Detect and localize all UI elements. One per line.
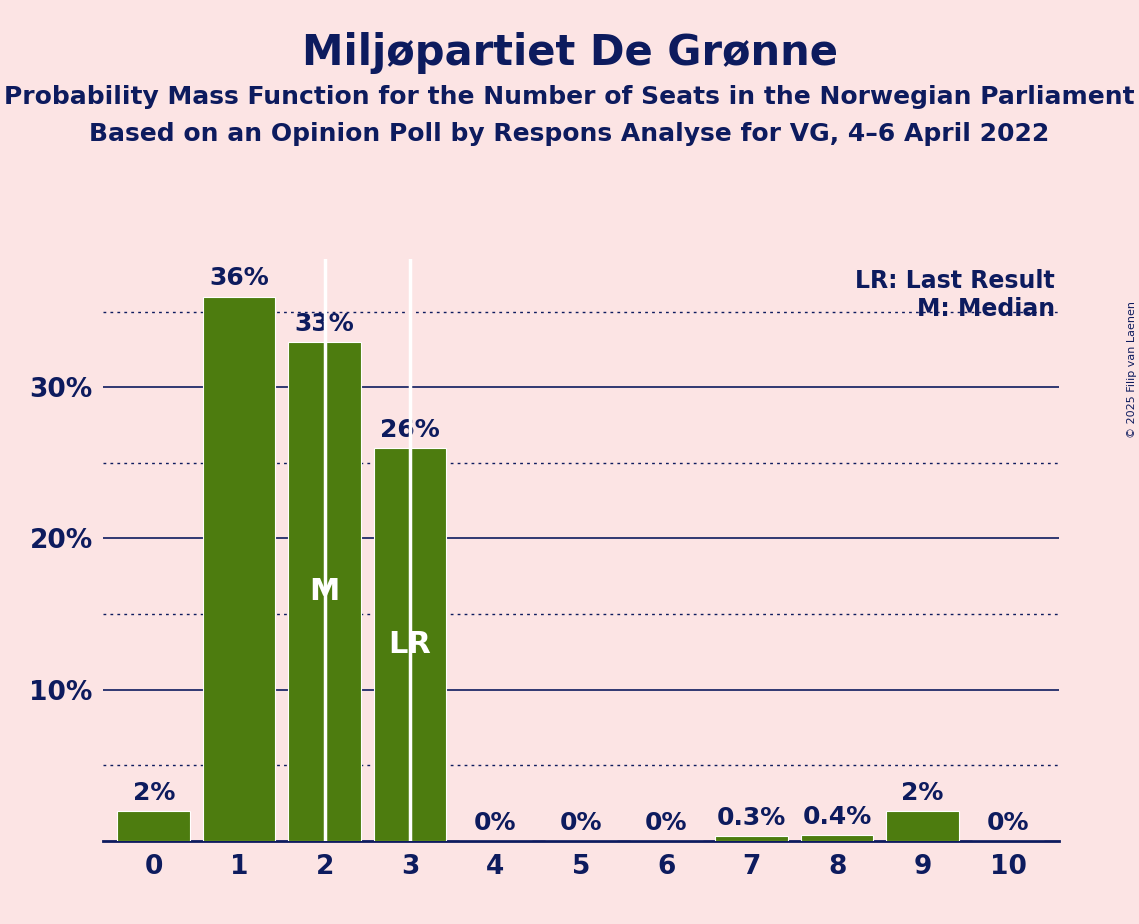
Text: LR: LR xyxy=(388,630,432,659)
Text: M: Median: M: Median xyxy=(917,297,1055,321)
Text: 0%: 0% xyxy=(986,810,1030,834)
Bar xyxy=(288,342,361,841)
Bar xyxy=(374,448,446,841)
Text: LR: Last Result: LR: Last Result xyxy=(855,269,1055,293)
Text: Based on an Opinion Poll by Respons Analyse for VG, 4–6 April 2022: Based on an Opinion Poll by Respons Anal… xyxy=(89,122,1050,146)
Text: 0%: 0% xyxy=(474,810,517,834)
Text: 2%: 2% xyxy=(132,781,175,805)
Text: M: M xyxy=(310,577,339,606)
Text: 33%: 33% xyxy=(295,311,354,335)
Text: Miljøpartiet De Grønne: Miljøpartiet De Grønne xyxy=(302,32,837,74)
Text: 2%: 2% xyxy=(901,781,944,805)
Text: 0%: 0% xyxy=(559,810,603,834)
Bar xyxy=(117,810,190,841)
Text: 0%: 0% xyxy=(645,810,688,834)
Text: 0.4%: 0.4% xyxy=(803,805,871,829)
Text: Probability Mass Function for the Number of Seats in the Norwegian Parliament: Probability Mass Function for the Number… xyxy=(5,85,1134,109)
Bar xyxy=(203,297,276,841)
Bar xyxy=(801,834,874,841)
Bar xyxy=(715,836,788,841)
Text: 26%: 26% xyxy=(380,418,440,442)
Text: 36%: 36% xyxy=(210,266,269,290)
Text: © 2025 Filip van Laenen: © 2025 Filip van Laenen xyxy=(1126,301,1137,438)
Bar xyxy=(886,810,959,841)
Text: 0.3%: 0.3% xyxy=(718,807,786,831)
